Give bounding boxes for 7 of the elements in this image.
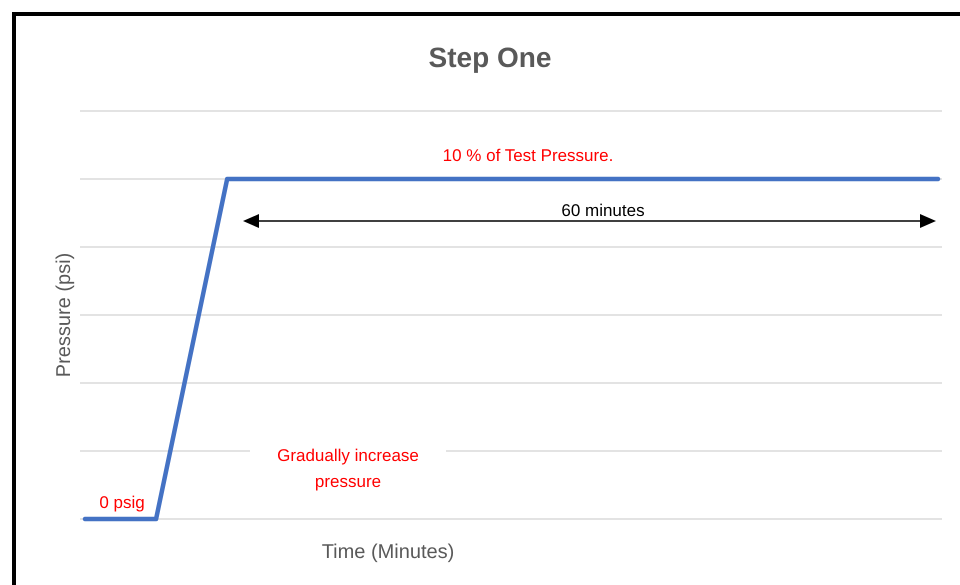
annotation: 60 minutes <box>561 201 645 220</box>
chart-title: Step One <box>428 42 552 73</box>
y-axis-title: Pressure (psi) <box>53 252 75 378</box>
annotation: 0 psig <box>99 493 145 512</box>
x-axis-title: Time (Minutes) <box>322 541 454 563</box>
text: 10 % of Test Pressure. <box>442 146 614 165</box>
annotation: Gradually increase pressure <box>277 446 419 491</box>
